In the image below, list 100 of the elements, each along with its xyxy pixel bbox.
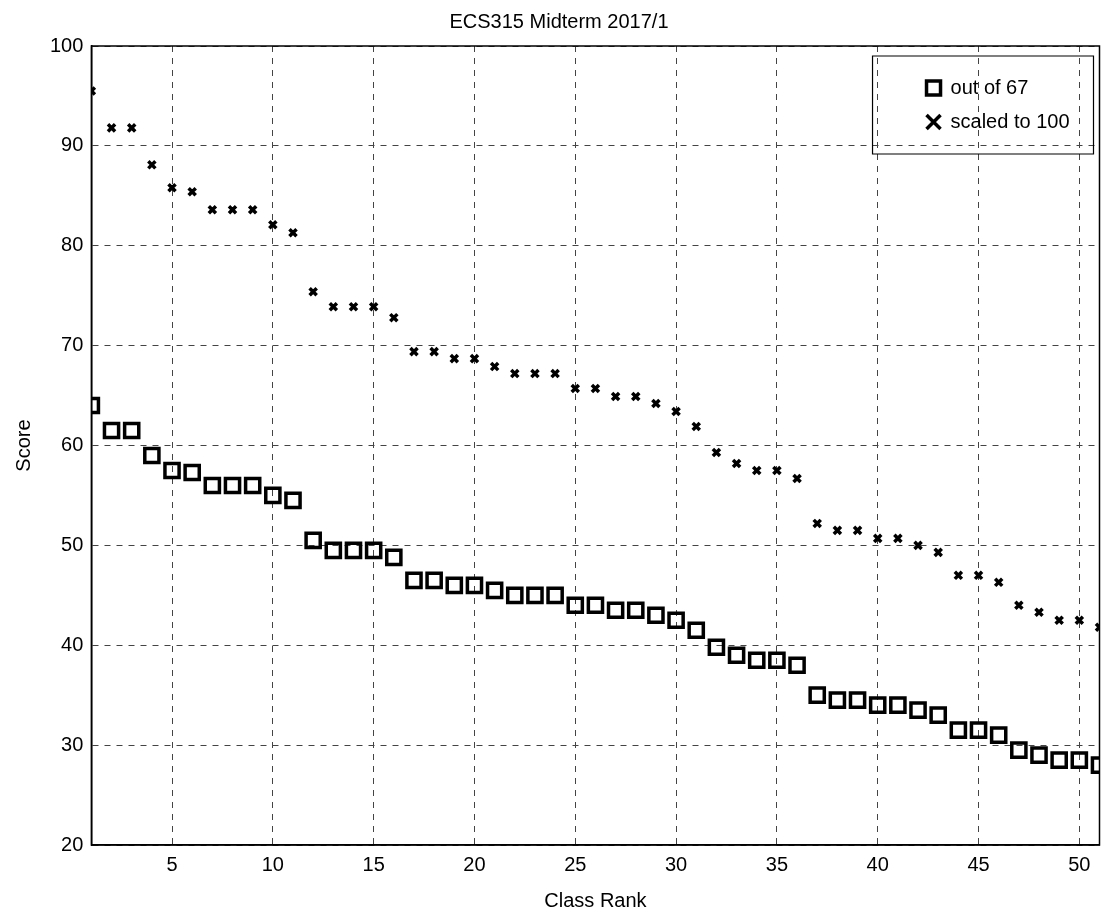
point (707, 638, 726, 657)
point (348, 301, 359, 312)
point (469, 353, 480, 364)
x-tick-label: 45 (967, 852, 990, 875)
point (949, 721, 968, 739)
point (771, 465, 783, 476)
point (267, 219, 279, 231)
point (445, 576, 464, 595)
point (1050, 751, 1068, 769)
point (953, 570, 964, 581)
point (146, 159, 158, 171)
point (485, 581, 504, 600)
point (731, 458, 742, 469)
legend-label: scaled to 100 (950, 109, 1070, 132)
y-axis-title: Score (11, 419, 34, 472)
point (428, 346, 440, 357)
x-tick-label: 10 (261, 852, 284, 875)
point (788, 656, 806, 675)
point (626, 601, 645, 620)
point (102, 421, 121, 440)
point (264, 486, 282, 505)
point (687, 621, 706, 640)
point (828, 691, 847, 709)
point (751, 465, 763, 476)
point (384, 548, 403, 567)
point (307, 286, 319, 297)
point (287, 227, 299, 239)
point (183, 463, 201, 482)
y-tick-label: 40 (61, 632, 84, 655)
point (529, 368, 541, 379)
point (791, 473, 803, 484)
chart-title: ECS315 Midterm 2017/1 (449, 9, 669, 32)
x-tick-label: 30 (664, 852, 688, 875)
point (973, 570, 984, 581)
y-tick-label: 70 (61, 333, 84, 356)
y-tick-label: 100 (49, 33, 84, 56)
point (667, 611, 685, 630)
point (993, 577, 1004, 588)
point (526, 586, 544, 605)
x-tick-label: 25 (564, 852, 587, 875)
point (610, 391, 621, 402)
point (106, 122, 117, 134)
point (590, 383, 601, 394)
y-tick-label: 30 (61, 732, 84, 755)
x-tick-label: 50 (1068, 852, 1091, 875)
point (1030, 746, 1048, 764)
point (670, 406, 682, 417)
point (549, 368, 561, 379)
point (566, 596, 585, 615)
point (243, 476, 262, 495)
point (328, 301, 339, 312)
point (848, 691, 867, 709)
point (1010, 741, 1028, 759)
x-tick-label: 35 (765, 852, 789, 875)
point (227, 204, 238, 216)
point (1013, 600, 1025, 611)
point (727, 646, 746, 665)
point (606, 601, 625, 620)
point (1033, 607, 1045, 618)
point (143, 446, 161, 465)
point (163, 461, 181, 480)
point (630, 391, 642, 402)
point (186, 186, 198, 198)
point (889, 696, 907, 714)
point (344, 541, 363, 560)
point (586, 596, 605, 615)
point (122, 421, 141, 440)
point (425, 571, 443, 590)
y-tick-label: 90 (61, 133, 84, 156)
point (505, 586, 524, 605)
point (872, 533, 883, 544)
y-tick-label: 80 (61, 233, 84, 256)
point (126, 122, 137, 134)
point (284, 491, 302, 510)
point (207, 204, 218, 216)
point (929, 706, 948, 724)
point (166, 182, 178, 194)
x-tick-label: 5 (166, 852, 178, 875)
point (1070, 751, 1089, 769)
point (1053, 615, 1065, 626)
y-tick-label: 20 (61, 832, 84, 855)
point (808, 686, 827, 705)
point (932, 547, 944, 558)
point (509, 368, 521, 379)
point (868, 696, 887, 714)
point (324, 541, 343, 560)
point (569, 383, 581, 394)
point (304, 531, 322, 550)
point (408, 346, 420, 357)
point (909, 701, 927, 719)
point (1074, 615, 1085, 626)
x-axis-title: Class Rank (544, 888, 648, 911)
point (203, 476, 222, 495)
x-tick-label: 15 (362, 852, 385, 875)
x-tick-label: 20 (463, 852, 486, 875)
point (650, 398, 662, 409)
point (388, 312, 400, 323)
point (465, 576, 484, 595)
point (711, 447, 722, 458)
point (989, 726, 1008, 744)
